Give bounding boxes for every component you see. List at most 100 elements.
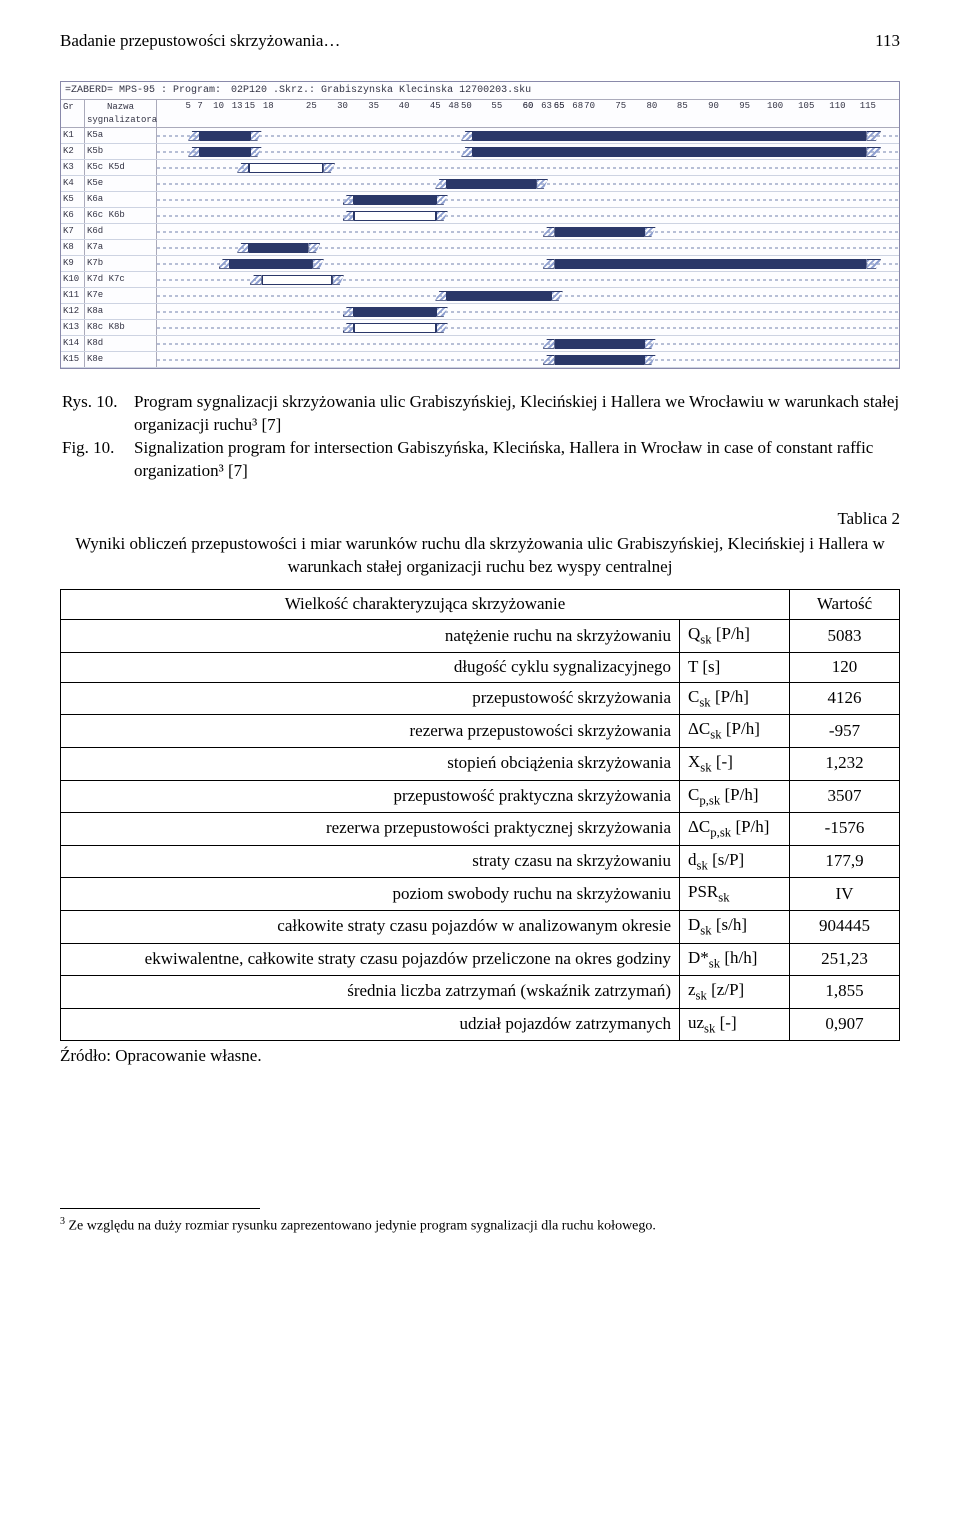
diagram-segment	[551, 291, 563, 301]
axis-tick: 40	[399, 100, 410, 112]
diagram-row-gr: K7	[61, 224, 85, 239]
diagram-segment	[250, 147, 262, 157]
axis-tick: 63	[541, 100, 552, 112]
diagram-segment	[308, 243, 320, 253]
diagram-row-name: K5a	[85, 128, 157, 143]
diagram-row-name: K6a	[85, 192, 157, 207]
axis-tick: 85	[677, 100, 688, 112]
diagram-axis: 5710131518253035404548505560656870758085…	[157, 100, 899, 118]
diagram-row-gr: K8	[61, 240, 85, 255]
caption-rys-label: Rys. 10.	[62, 391, 134, 437]
axis-tick: 60	[523, 100, 534, 112]
diagram-segment	[555, 355, 644, 365]
diagram-segment	[555, 227, 644, 237]
diagram-segment	[461, 147, 473, 157]
diagram-row-gr: K6	[61, 208, 85, 223]
caption-fig-text: Signalization program for intersection G…	[134, 437, 900, 483]
table-cell-value: 3507	[790, 780, 900, 813]
table-row: natężenie ruchu na skrzyżowaniuQsk [P/h]…	[61, 620, 900, 653]
diagram-segment	[436, 307, 448, 317]
table-title: Wyniki obliczeń przepustowości i miar wa…	[60, 533, 900, 579]
diagram-title-bar: =ZABERD= MPS-95 : Program: 02P120 .Skrz.…	[61, 82, 899, 101]
diagram-segment	[343, 307, 355, 317]
diagram-segment	[644, 339, 656, 349]
diagram-segment	[473, 147, 866, 157]
table-row: stopień obciążenia skrzyżowaniaXsk [-]1,…	[61, 747, 900, 780]
table-cell-metric: stopień obciążenia skrzyżowania	[61, 747, 680, 780]
table-cell-symbol: Csk [P/h]	[680, 682, 790, 715]
axis-tick: 18	[263, 100, 274, 112]
diagram-segment	[250, 275, 262, 285]
diagram-segment	[555, 259, 867, 269]
axis-tick: 50	[461, 100, 472, 112]
axis-tick: 55	[491, 100, 502, 112]
diagram-row-gr: K13	[61, 320, 85, 335]
table-cell-metric: udział pojazdów zatrzymanych	[61, 1008, 680, 1041]
axis-tick: 80	[647, 100, 658, 112]
diagram-row-track	[157, 128, 899, 143]
diagram-row: K15K8e	[61, 352, 899, 368]
diagram-segment	[354, 323, 436, 333]
table-header-row: Wielkość charakteryzująca skrzyżowanie W…	[61, 590, 900, 620]
results-table: Wielkość charakteryzująca skrzyżowanie W…	[60, 589, 900, 1041]
table-row: ekwiwalentne, całkowite straty czasu poj…	[61, 943, 900, 976]
axis-tick: 15	[244, 100, 255, 112]
table-row: całkowite straty czasu pojazdów w analiz…	[61, 910, 900, 943]
table-source: Źródło: Opracowanie własne.	[60, 1045, 900, 1068]
diagram-row-track	[157, 320, 899, 335]
diagram-row-name: K7b	[85, 256, 157, 271]
diagram-row-track	[157, 176, 899, 191]
axis-tick: 35	[368, 100, 379, 112]
diagram-segment	[555, 339, 644, 349]
diagram-row-gr: K4	[61, 176, 85, 191]
footnote-separator	[60, 1208, 260, 1209]
table-cell-metric: rezerwa przepustowości praktycznej skrzy…	[61, 813, 680, 846]
diagram-header: Gr Nazwa sygnalizatora 57101315182530354…	[61, 100, 899, 127]
diagram-row-track	[157, 256, 899, 271]
diagram-segment	[354, 307, 436, 317]
diagram-row-track	[157, 288, 899, 303]
table-cell-metric: ekwiwalentne, całkowite straty czasu poj…	[61, 943, 680, 976]
diagram-row-track	[157, 160, 899, 175]
diagram-row-name: K8c K8b	[85, 320, 157, 335]
table-cell-value: 0,907	[790, 1008, 900, 1041]
diagram-segment	[188, 131, 200, 141]
diagram-row-gr: K9	[61, 256, 85, 271]
diagram-row-gr: K10	[61, 272, 85, 287]
page-number: 113	[875, 30, 900, 53]
diagram-body: K1K5aK2K5bK3K5c K5dK4K5eK5K6aK6K6c K6bK7…	[61, 128, 899, 368]
diagram-segment	[343, 323, 355, 333]
table-row: udział pojazdów zatrzymanychuzsk [-]0,90…	[61, 1008, 900, 1041]
signal-diagram: =ZABERD= MPS-95 : Program: 02P120 .Skrz.…	[60, 81, 900, 369]
axis-tick: 7	[197, 100, 202, 112]
axis-tick: 75	[615, 100, 626, 112]
table-cell-symbol: PSRsk	[680, 878, 790, 911]
diagram-row: K3K5c K5d	[61, 160, 899, 176]
diagram-segment	[230, 259, 312, 269]
table-row: przepustowość skrzyżowaniaCsk [P/h]4126	[61, 682, 900, 715]
diagram-segment	[250, 131, 262, 141]
table-cell-symbol: uzsk [-]	[680, 1008, 790, 1041]
axis-tick: 45	[430, 100, 441, 112]
table-header-metric: Wielkość charakteryzująca skrzyżowanie	[61, 590, 790, 620]
diagram-segment	[262, 275, 332, 285]
diagram-segment	[536, 179, 548, 189]
diagram-segment	[461, 131, 473, 141]
diagram-row-track	[157, 272, 899, 287]
diagram-segment	[543, 355, 555, 365]
table-cell-metric: przepustowość praktyczna skrzyżowania	[61, 780, 680, 813]
table-cell-metric: natężenie ruchu na skrzyżowaniu	[61, 620, 680, 653]
diagram-segment	[249, 163, 323, 173]
diagram-segment	[866, 259, 881, 269]
table-cell-symbol: zsk [z/P]	[680, 976, 790, 1009]
table-header-value: Wartość	[790, 590, 900, 620]
table-row: straty czasu na skrzyżowaniudsk [s/P]177…	[61, 845, 900, 878]
diagram-segment	[644, 355, 656, 365]
axis-tick: 65	[554, 100, 565, 112]
diagram-row: K10K7d K7c	[61, 272, 899, 288]
diagram-row-name: K8e	[85, 352, 157, 367]
diagram-row: K6K6c K6b	[61, 208, 899, 224]
diagram-segment	[219, 259, 231, 269]
axis-tick: 90	[708, 100, 719, 112]
table-label: Tablica 2	[60, 508, 900, 531]
